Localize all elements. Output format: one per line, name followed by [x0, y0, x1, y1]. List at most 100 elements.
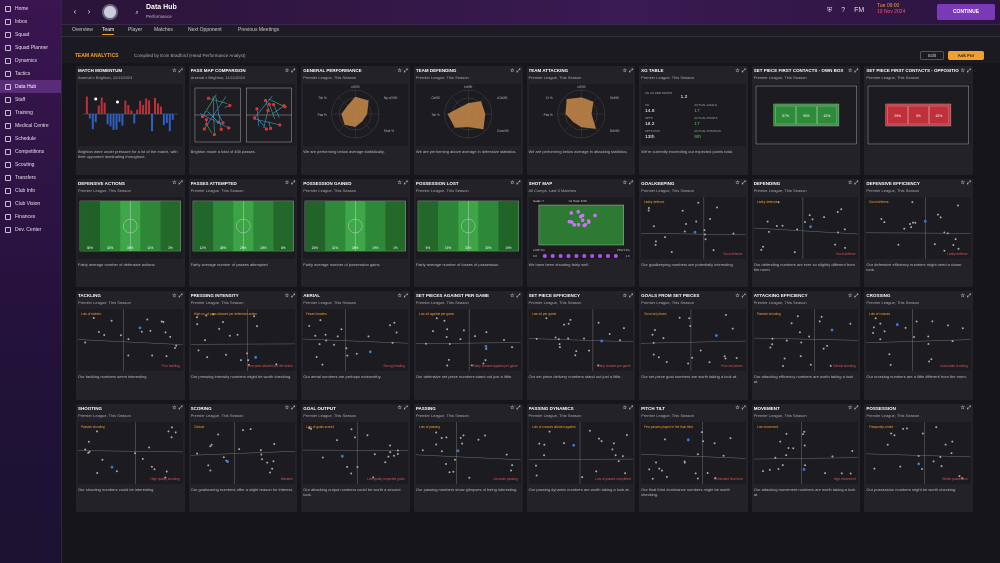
continue-button[interactable]: CONTINUE [937, 4, 995, 20]
expand-icon[interactable]: ⤢ [291, 67, 296, 74]
widget-attacking-efficiency[interactable]: ATTACKING EFFICIENCY ☆ ⤢ Premier League, Th… [751, 291, 861, 400]
star-icon[interactable]: ☆ [735, 292, 740, 299]
expand-icon[interactable]: ⤢ [741, 180, 746, 186]
star-icon[interactable]: ☆ [735, 180, 740, 186]
sidebar-item-data-hub[interactable]: Data Hub [0, 80, 61, 93]
star-icon[interactable]: ☆ [510, 405, 515, 411]
star-icon[interactable]: ☆ [284, 180, 290, 186]
expand-icon[interactable]: ⤢ [403, 292, 408, 299]
expand-icon[interactable]: ⤢ [291, 405, 296, 411]
expand-icon[interactable]: ⤢ [178, 67, 183, 74]
expand-icon[interactable]: ⤢ [291, 180, 296, 186]
sidebar-item-club-vision[interactable]: Club Vision [0, 197, 61, 210]
widget-shot-map[interactable]: SHOT MAP ☆ ⤢ All Comps, Last 5 Matches Goals… [526, 178, 636, 287]
star-icon[interactable]: ☆ [847, 292, 853, 299]
expand-icon[interactable]: ⤢ [854, 405, 859, 411]
sidebar-item-inbox[interactable]: Inbox [0, 15, 61, 28]
widget-team-attacking[interactable]: TEAM ATTACKING ☆ ⤢ Premier League, This Sea… [526, 66, 636, 175]
expand-icon[interactable]: ⤢ [966, 67, 971, 74]
sidebar-item-competitions[interactable]: Competitions [0, 145, 61, 158]
expand-icon[interactable]: ⤢ [516, 292, 521, 299]
tab-player[interactable]: Player [128, 27, 143, 33]
star-icon[interactable]: ☆ [510, 292, 515, 299]
widget-general-performance[interactable]: GENERAL PERFORMANCE ☆ ⤢ Premier League, Thi… [301, 66, 410, 175]
expand-icon[interactable]: ⤢ [741, 292, 746, 299]
sidebar-item-squad[interactable]: Squad [0, 28, 61, 41]
star-icon[interactable]: ☆ [284, 292, 290, 299]
club-crest-icon[interactable] [102, 4, 118, 20]
star-icon[interactable]: ☆ [397, 292, 402, 299]
search-icon[interactable]: ⌕ [135, 10, 139, 16]
star-icon[interactable]: ☆ [622, 292, 628, 299]
widget-pass-map-comparison[interactable]: PASS MAP COMPARISON ☆ ⤢ Arsenal v Brighton,… [188, 66, 298, 175]
expand-icon[interactable]: ⤢ [516, 405, 521, 411]
expand-icon[interactable]: ⤢ [178, 405, 183, 411]
sidebar-item-dev-center[interactable]: Dev. Center [0, 223, 61, 236]
forward-arrow-icon[interactable]: › [87, 7, 91, 16]
star-icon[interactable]: ☆ [284, 405, 290, 411]
star-icon[interactable]: ☆ [172, 405, 177, 411]
expand-icon[interactable]: ⤢ [854, 180, 859, 186]
edit-button[interactable]: Edit [920, 51, 944, 60]
sidebar-item-medical-centre[interactable]: Medical Centre [0, 119, 61, 132]
widget-set-pieces-against-per-game[interactable]: SET PIECES AGAINST PER GAME ☆ ⤢ Premier Lea… [413, 291, 523, 400]
expand-icon[interactable]: ⤢ [966, 180, 971, 186]
widget-pitch-tilt[interactable]: PITCH TILT ☆ ⤢ Premier League, This Season F… [639, 403, 748, 512]
expand-icon[interactable]: ⤢ [966, 292, 971, 299]
sidebar-item-staff[interactable]: Staff [0, 93, 61, 106]
expand-icon[interactable]: ⤢ [854, 292, 859, 299]
expand-icon[interactable]: ⤢ [178, 292, 183, 299]
widget-movement[interactable]: MOVEMENT ☆ ⤢ Premier League, This Season Low… [751, 403, 861, 512]
expand-icon[interactable]: ⤢ [403, 405, 408, 411]
expand-icon[interactable]: ⤢ [629, 67, 634, 74]
star-icon[interactable]: ☆ [284, 67, 290, 74]
star-icon[interactable]: ☆ [172, 67, 177, 74]
tab-matches[interactable]: Matches [154, 27, 173, 33]
expand-icon[interactable]: ⤢ [403, 180, 408, 186]
star-icon[interactable]: ☆ [960, 292, 965, 299]
expand-icon[interactable]: ⤢ [516, 67, 521, 74]
expand-icon[interactable]: ⤢ [403, 67, 408, 74]
sidebar-item-scouting[interactable]: Scouting [0, 158, 61, 171]
tab-team[interactable]: Team [102, 27, 115, 35]
widget-xg-table[interactable]: XG TABLE ☆ ⤢ Premier League, This Season XG … [639, 66, 748, 175]
sidebar-item-finances[interactable]: Finances [0, 210, 61, 223]
expand-icon[interactable]: ⤢ [291, 292, 296, 299]
widget-tackling[interactable]: TACKLING ☆ ⤢ Premier League, This Season Lot… [76, 291, 185, 400]
widget-possession[interactable]: POSSESSION ☆ ⤢ Premier League, This Season F… [864, 403, 973, 512]
star-icon[interactable]: ☆ [735, 67, 740, 74]
star-icon[interactable]: ☆ [622, 67, 628, 74]
widget-set-piece-first-contacts-own-box[interactable]: SET PIECE FIRST CONTACTS - OWN BOX ☆ ⤢ Prem… [751, 66, 861, 175]
widget-set-piece-first-contacts-opposition-box[interactable]: SET PIECE FIRST CONTACTS - OPPOSITION BO… [864, 66, 973, 175]
widget-possession-lost[interactable]: POSSESSION LOST ☆ ⤢ Premier League, This Se… [413, 178, 523, 287]
fm-menu[interactable]: FM [854, 7, 865, 14]
star-icon[interactable]: ☆ [397, 180, 402, 186]
widget-passing[interactable]: PASSING ☆ ⤢ Premier League, This Season Lots… [413, 403, 523, 512]
expand-icon[interactable]: ⤢ [178, 180, 183, 186]
star-icon[interactable]: ☆ [172, 180, 177, 186]
widget-passing-dynamics[interactable]: PASSING DYNAMICS ☆ ⤢ Premier League, This S… [526, 403, 636, 512]
expand-icon[interactable]: ⤢ [629, 405, 634, 411]
tab-previous-meetings[interactable]: Previous Meetings [238, 27, 280, 33]
star-icon[interactable]: ☆ [622, 405, 628, 411]
widget-scoring[interactable]: SCORING ☆ ⤢ Premier League, This Season Clin… [188, 403, 298, 512]
sidebar-item-transfers[interactable]: Transfers [0, 171, 61, 184]
widget-set-piece-efficiency[interactable]: SET PIECE EFFICIENCY ☆ ⤢ Premier League, Th… [526, 291, 636, 400]
star-icon[interactable]: ☆ [510, 180, 515, 186]
star-icon[interactable]: ☆ [397, 405, 402, 411]
star-icon[interactable]: ☆ [172, 292, 177, 299]
widget-goalkeeping[interactable]: GOALKEEPING ☆ ⤢ Premier League, This Season… [639, 178, 748, 287]
sidebar-item-tactics[interactable]: Tactics [0, 67, 61, 80]
star-icon[interactable]: ☆ [960, 67, 965, 74]
star-icon[interactable]: ☆ [735, 405, 740, 411]
back-arrow-icon[interactable]: ‹ [73, 7, 77, 16]
star-icon[interactable]: ☆ [847, 180, 853, 186]
widget-team-defending[interactable]: TEAM DEFENDING ☆ ⤢ Premier League, This Sea… [413, 66, 523, 175]
star-icon[interactable]: ☆ [960, 405, 965, 411]
sidebar-item-dynamics[interactable]: Dynamics [0, 54, 61, 67]
sidebar-item-schedule[interactable]: Schedule [0, 132, 61, 145]
expand-icon[interactable]: ⤢ [516, 180, 521, 186]
tab-overview[interactable]: Overview [72, 27, 93, 33]
sidebar-item-club-info[interactable]: Club Info [0, 184, 61, 197]
star-icon[interactable]: ☆ [510, 67, 515, 74]
